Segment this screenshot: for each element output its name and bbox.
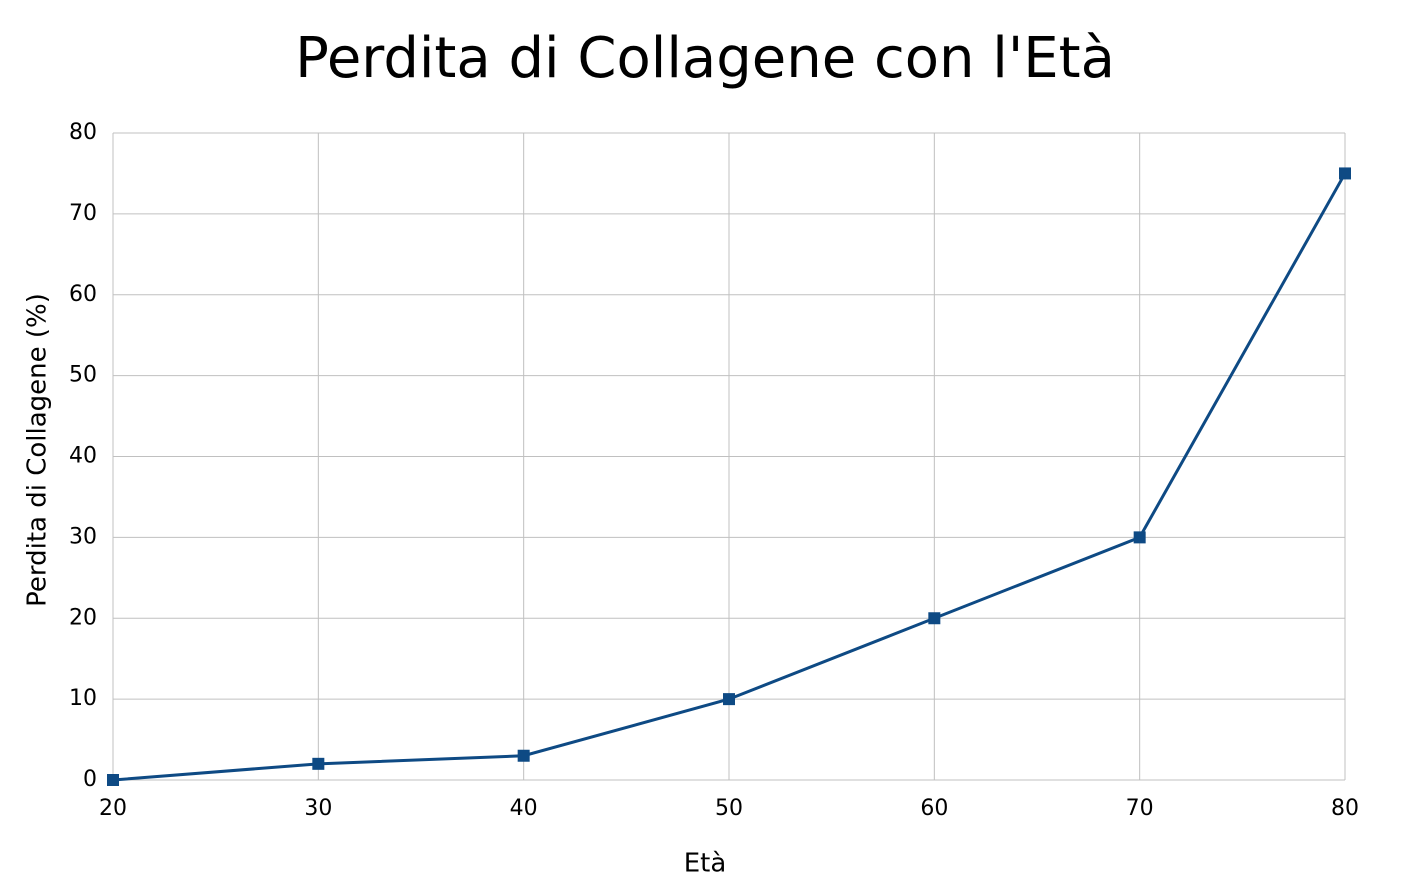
marker xyxy=(107,774,119,786)
y-axis-label: Perdita di Collagene (%) xyxy=(23,293,53,607)
x-tick-label: 80 xyxy=(1331,796,1359,821)
y-tick-label: 70 xyxy=(69,201,97,226)
marker xyxy=(928,612,941,625)
y-tick-label: 10 xyxy=(69,686,97,711)
x-tick-label: 40 xyxy=(510,796,538,821)
x-tick-label: 30 xyxy=(304,796,332,821)
y-tick-label: 60 xyxy=(69,282,97,307)
y-tick-label: 0 xyxy=(83,767,97,792)
x-tick-label: 50 xyxy=(715,796,743,821)
y-tick-label: 50 xyxy=(69,363,97,388)
marker xyxy=(723,693,735,706)
marker xyxy=(1133,531,1146,544)
y-tick-label: 30 xyxy=(69,524,97,549)
marker xyxy=(312,757,325,770)
x-tick-label: 20 xyxy=(99,796,127,821)
y-tick-label: 40 xyxy=(69,444,97,469)
x-axis-label: Età xyxy=(684,849,727,879)
x-tick-label: 70 xyxy=(1126,796,1154,821)
marker xyxy=(517,749,530,762)
y-tick-label: 80 xyxy=(69,120,97,145)
chart-title: Perdita di Collagene con l'Età xyxy=(295,26,1115,91)
marker xyxy=(1339,167,1351,180)
y-tick-label: 20 xyxy=(69,605,97,630)
x-tick-label: 60 xyxy=(920,796,948,821)
